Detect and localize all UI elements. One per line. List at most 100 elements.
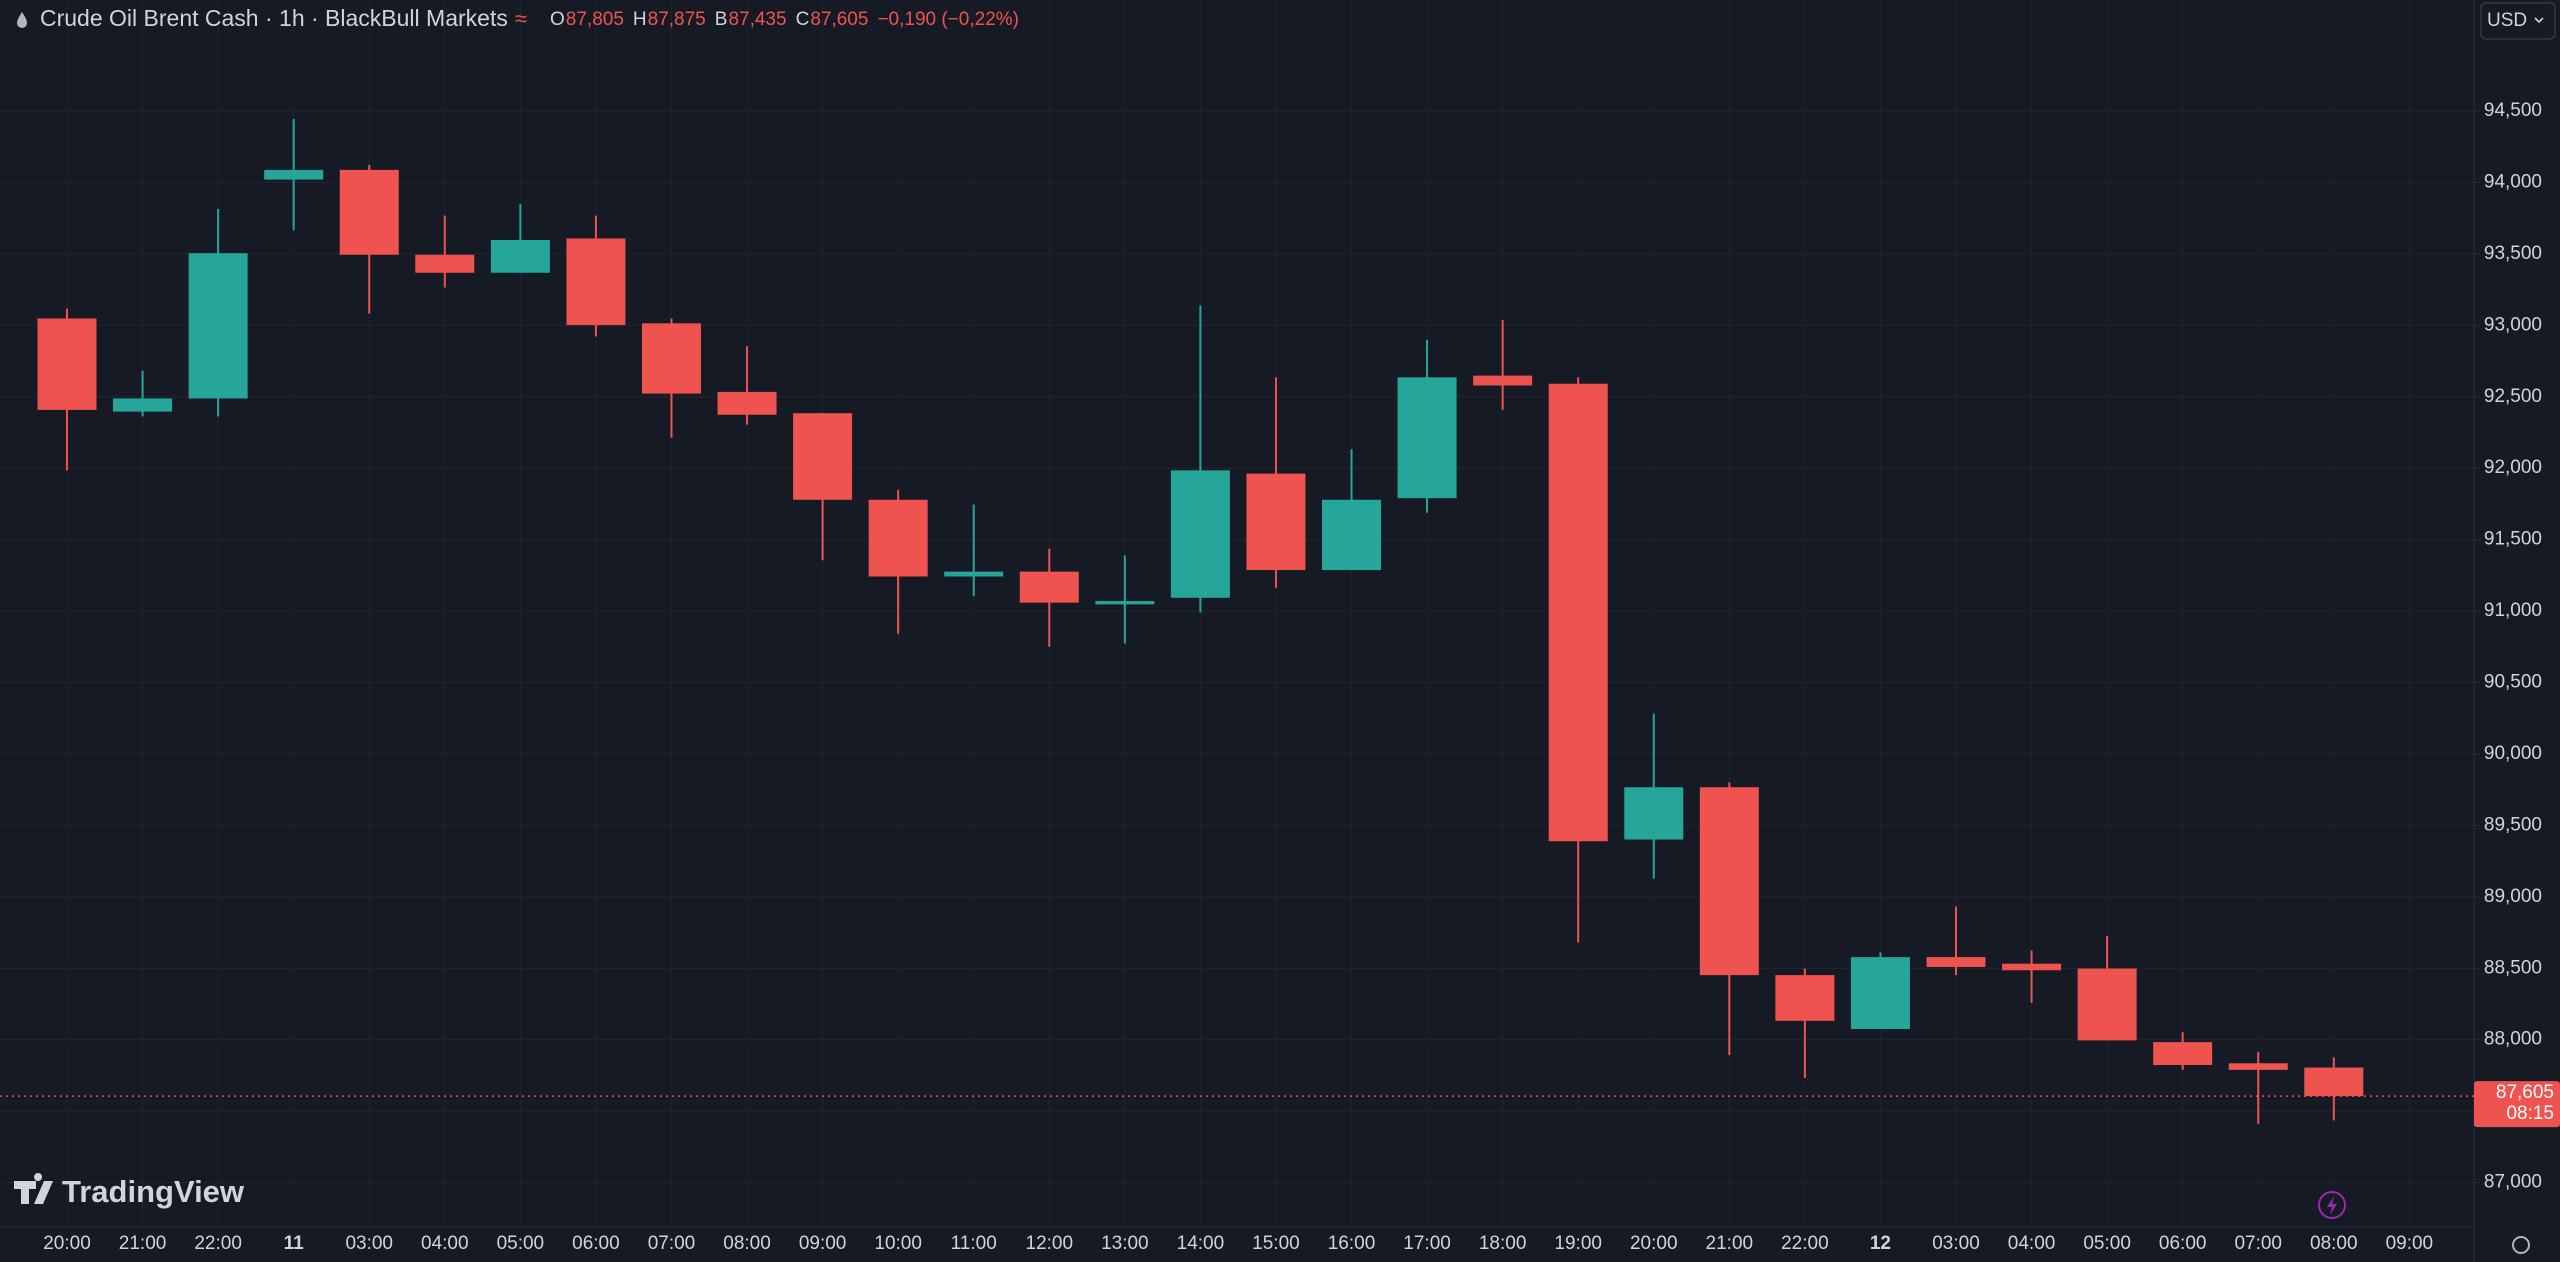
candle-body: [2077, 968, 2137, 1041]
status-icon: ≈: [515, 6, 527, 31]
last-price-badge: [2474, 1081, 2560, 1128]
candle-body: [2002, 963, 2062, 971]
candle-body: [717, 391, 777, 415]
candle-body: [415, 254, 475, 273]
candle-body: [37, 318, 97, 410]
settings-button[interactable]: [2512, 1236, 2530, 1254]
candle-body: [188, 253, 248, 399]
grid: [0, 0, 2474, 1225]
legend-key: O: [550, 9, 565, 30]
lightning-circle[interactable]: [2318, 1191, 2346, 1219]
lightning-button[interactable]: [2318, 1191, 2346, 1219]
x-tick-label: 05:00: [497, 1233, 545, 1254]
x-tick-label: 09:00: [2386, 1233, 2434, 1254]
x-tick-label: 03:00: [345, 1233, 393, 1254]
legend-key: B: [715, 9, 728, 30]
y-tick-label: 92,000: [2484, 457, 2542, 478]
x-tick-label: 18:00: [1479, 1233, 1527, 1254]
legend-value: 87,805: [566, 9, 624, 30]
candle-body: [641, 323, 701, 394]
x-tick-label: 11:00: [951, 1233, 997, 1254]
legend: Crude Oil Brent Cash · 1h · BlackBull Ma…: [17, 5, 1019, 31]
x-tick-label: 20:00: [1630, 1233, 1678, 1254]
x-tick-label: 20:00: [43, 1233, 91, 1254]
y-tick-label: 93,000: [2484, 314, 2542, 335]
y-tick-label: 90,500: [2484, 672, 2542, 693]
legend-value: 87,875: [648, 9, 706, 30]
symbol-icon: [17, 12, 27, 28]
x-tick-label: 15:00: [1252, 1233, 1300, 1254]
candle-body: [490, 240, 550, 273]
x-tick-label: 13:00: [1101, 1233, 1149, 1254]
candle-body: [1775, 975, 1835, 1021]
candle-body: [1170, 470, 1230, 598]
currency-box[interactable]: [2480, 2, 2556, 40]
candle-body: [264, 169, 324, 180]
y-tick-label: 90,000: [2484, 743, 2542, 764]
legend-key: C: [796, 9, 810, 30]
candle-body: [1095, 601, 1155, 605]
candle-body: [1624, 787, 1684, 840]
candle-body: [2228, 1063, 2288, 1070]
candle-body: [1850, 957, 1910, 1029]
logo[interactable]: TradingView: [14, 1173, 245, 1209]
x-tick-label: 12:00: [1026, 1233, 1074, 1254]
x-tick-label: 12: [1870, 1233, 1891, 1254]
y-tick-label: 87,000: [2484, 1172, 2542, 1193]
currency-caret[interactable]: [2534, 17, 2544, 24]
brand[interactable]: TradingView: [62, 1174, 245, 1209]
candle-body: [793, 413, 853, 500]
candle-body: [1548, 383, 1608, 842]
candle-body: [566, 238, 626, 326]
x-tick-label: 11: [284, 1233, 305, 1254]
x-tick-label: 08:00: [2310, 1233, 2358, 1254]
currency[interactable]: USD: [2487, 10, 2527, 31]
candle-body: [1246, 473, 1306, 571]
candle-body: [1699, 787, 1759, 976]
countdown: 08:15: [2506, 1103, 2554, 1124]
x-tick-label: 17:00: [1403, 1233, 1451, 1254]
candle-body: [868, 499, 928, 577]
y-tick-label: 89,000: [2484, 886, 2542, 907]
x-tick-label: 16:00: [1328, 1233, 1376, 1254]
legend-value: 87,435: [728, 9, 786, 30]
y-tick-label: 91,000: [2484, 600, 2542, 621]
y-tick-label: 93,500: [2484, 243, 2542, 264]
lightning-icon[interactable]: [2327, 1196, 2337, 1215]
x-tick-label: 07:00: [2234, 1233, 2282, 1254]
y-tick-label: 91,500: [2484, 529, 2542, 550]
x-tick-label: 21:00: [119, 1233, 167, 1254]
candle-body: [2153, 1042, 2213, 1065]
candle-body: [1473, 375, 1533, 386]
currency-button[interactable]: USD: [2480, 2, 2556, 40]
x-tick-label: 03:00: [1932, 1233, 1980, 1254]
y-tick-label: 89,500: [2484, 814, 2542, 835]
candle-body: [1322, 499, 1382, 571]
legend-change: −0,190 (−0,22%): [877, 9, 1019, 30]
candle-body: [1019, 571, 1079, 603]
settings-icon[interactable]: [2512, 1236, 2530, 1254]
x-tick-label: 05:00: [2083, 1233, 2131, 1254]
legend-key: H: [633, 9, 647, 30]
candle-body: [1926, 957, 1986, 967]
candles: [37, 119, 2364, 1124]
x-tick-label: 22:00: [194, 1233, 242, 1254]
x-tick-label: 08:00: [723, 1233, 771, 1254]
x-tick-label: 09:00: [799, 1233, 847, 1254]
y-tick-label: 94,000: [2484, 171, 2542, 192]
y-tick-label: 92,500: [2484, 386, 2542, 407]
candle-body: [2304, 1067, 2364, 1097]
logo-mark[interactable]: [14, 1173, 53, 1204]
x-tick-label: 06:00: [2159, 1233, 2207, 1254]
chart-title: Crude Oil Brent Cash · 1h · BlackBull Ma…: [40, 5, 508, 31]
last-price-label: 87,605: [2496, 1082, 2554, 1103]
x-tick-label: 04:00: [2008, 1233, 2056, 1254]
x-tick-label: 04:00: [421, 1233, 469, 1254]
y-tick-label: 88,000: [2484, 1029, 2542, 1050]
candle-body: [339, 169, 399, 255]
x-tick-label: 06:00: [572, 1233, 620, 1254]
y-tick-label: 94,500: [2484, 100, 2542, 121]
